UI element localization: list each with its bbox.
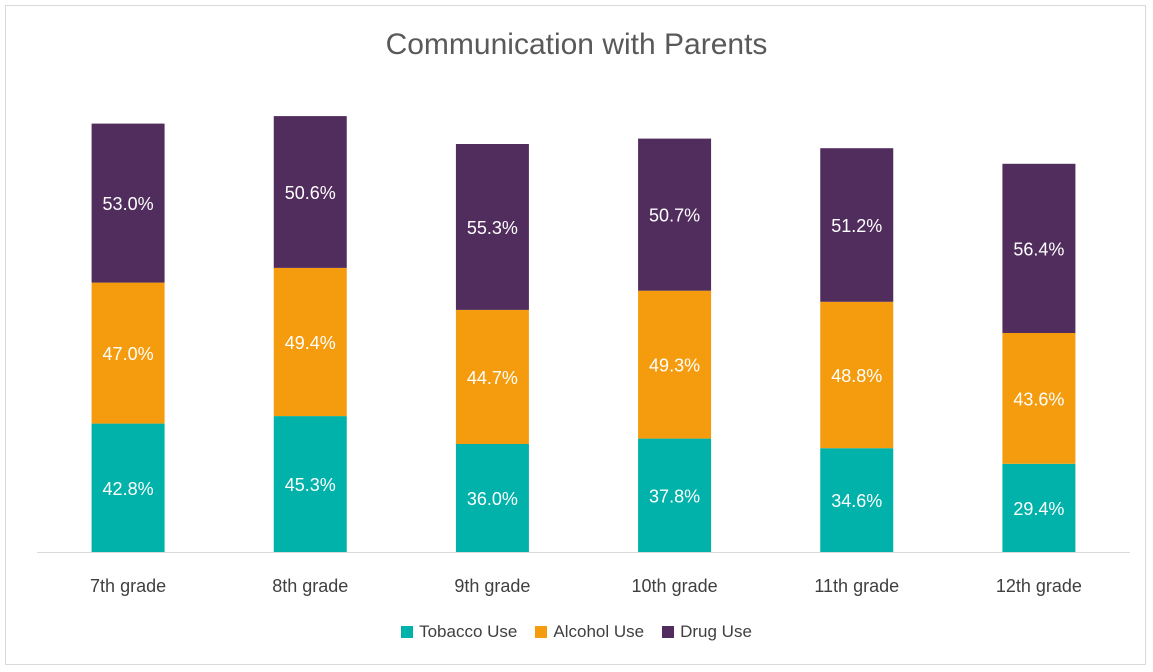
- data-label: 34.6%: [831, 491, 882, 511]
- bar-segment-alcohol-use-4: [638, 290, 712, 439]
- data-label: 37.8%: [649, 486, 700, 506]
- chart-legend: Tobacco Use Alcohol Use Drug Use: [0, 622, 1153, 642]
- bar-segment-drug-use-1: [91, 123, 165, 283]
- x-tick-label: 8th grade: [272, 576, 348, 596]
- legend-item: Tobacco Use: [401, 622, 517, 642]
- bar-segment-tobacco-use-6: [1002, 463, 1076, 552]
- legend-swatch: [401, 626, 414, 638]
- data-label: 55.3%: [467, 218, 518, 238]
- bar-segment-tobacco-use-3: [455, 444, 529, 552]
- bar-segment-alcohol-use-2: [273, 267, 347, 417]
- bar-segment-tobacco-use-4: [638, 438, 712, 552]
- bar-segment-alcohol-use-5: [820, 301, 894, 449]
- chart-frame: [5, 5, 1146, 665]
- bar-segment-tobacco-use-2: [273, 416, 347, 552]
- data-label: 50.6%: [285, 183, 336, 203]
- data-label: 36.0%: [467, 489, 518, 509]
- x-tick-label: 7th grade: [90, 576, 166, 596]
- data-label: 42.8%: [103, 479, 154, 499]
- legend-item: Drug Use: [662, 622, 752, 642]
- data-label: 43.6%: [1013, 389, 1064, 409]
- data-label: 56.4%: [1013, 239, 1064, 259]
- x-tick-label: 9th grade: [454, 576, 530, 596]
- bar-segment-alcohol-use-6: [1002, 333, 1076, 464]
- bar-segment-alcohol-use-3: [455, 309, 529, 444]
- x-tick-label: 10th grade: [632, 576, 718, 596]
- x-tick-label: 11th grade: [814, 576, 899, 596]
- bar-segment-drug-use-5: [820, 148, 894, 302]
- data-label: 29.4%: [1013, 499, 1064, 519]
- legend-label: Alcohol Use: [553, 622, 645, 641]
- legend-label: Drug Use: [680, 622, 752, 641]
- legend-item: Alcohol Use: [535, 622, 644, 642]
- bar-segment-drug-use-6: [1002, 163, 1076, 333]
- data-label: 44.7%: [467, 368, 518, 388]
- data-label: 53.0%: [103, 194, 154, 214]
- bar-segment-drug-use-3: [455, 144, 529, 310]
- data-label: 49.3%: [649, 356, 700, 376]
- legend-swatch: [662, 626, 675, 638]
- x-tick-label: 12th grade: [996, 576, 1082, 596]
- legend-label: Tobacco Use: [419, 622, 518, 641]
- data-label: 51.2%: [831, 216, 882, 236]
- chart-title: Communication with Parents: [385, 28, 768, 61]
- data-label: 47.0%: [103, 344, 154, 364]
- bar-segment-drug-use-2: [273, 116, 347, 268]
- data-label: 50.7%: [649, 206, 700, 226]
- data-label: 49.4%: [285, 333, 336, 353]
- legend-swatch: [535, 626, 548, 638]
- bar-segment-alcohol-use-1: [91, 282, 165, 424]
- bar-segment-tobacco-use-1: [91, 423, 165, 552]
- bar-segment-tobacco-use-5: [820, 448, 894, 552]
- data-label: 45.3%: [285, 475, 336, 495]
- data-label: 48.8%: [831, 366, 882, 386]
- bar-segment-drug-use-4: [638, 138, 712, 291]
